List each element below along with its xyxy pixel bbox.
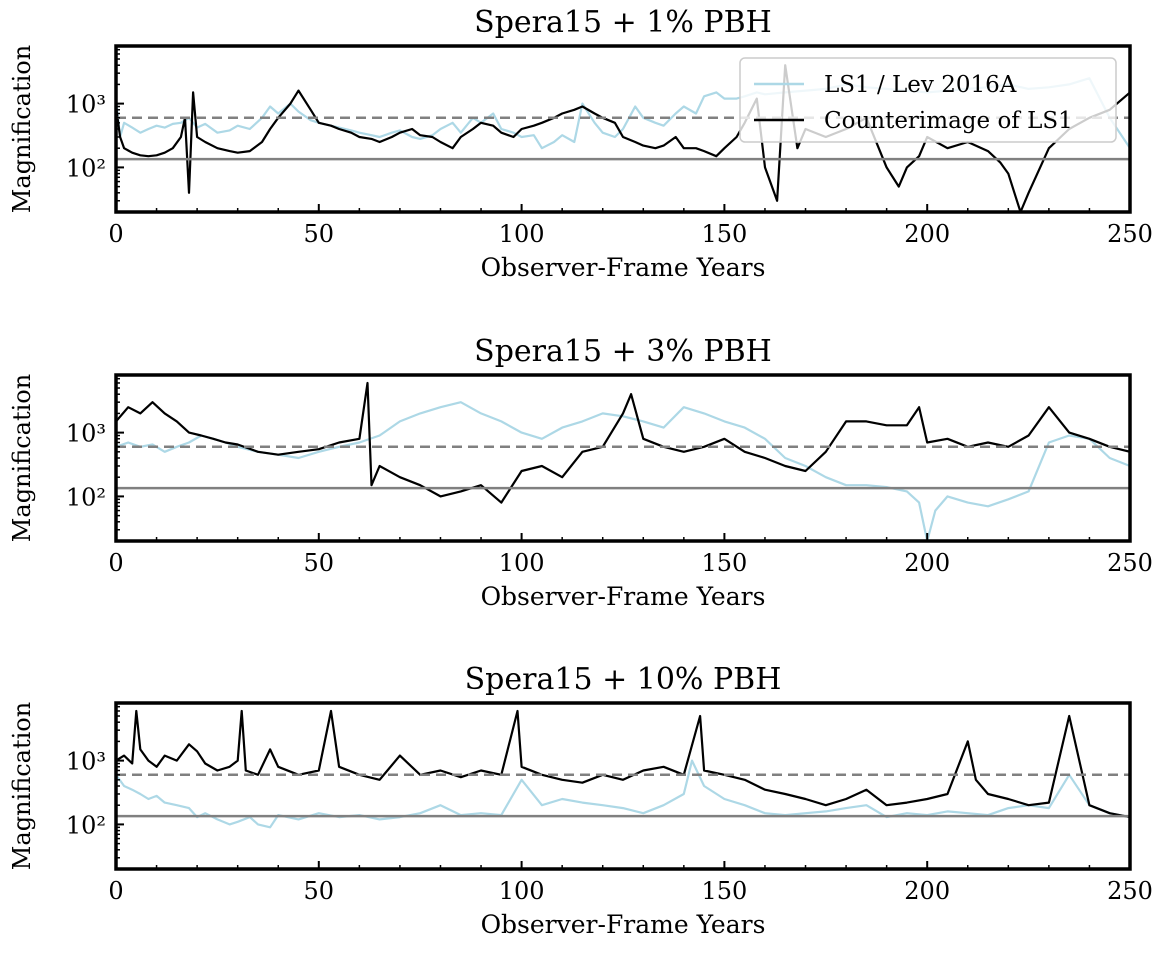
plot-area: [116, 381, 1130, 541]
x-tick-label: 200: [904, 220, 950, 248]
x-axis: 0 50 100 150 200 250: [108, 861, 1153, 905]
x-tick-label: 0: [108, 220, 123, 248]
x-tick-label: 250: [1107, 220, 1153, 248]
plot-area: [116, 709, 1130, 829]
series-counterimage-line: [116, 381, 1130, 504]
x-tick-label: 150: [701, 549, 747, 577]
panel-1: 0 50 100 150 200 250 10² 10³ Spera15 + 1% PBH Obs…: [8, 5, 1153, 282]
legend-entry: LS1 / Lev 2016A: [824, 72, 1017, 98]
x-axis: 0 50 100 150 200 250: [108, 533, 1153, 577]
panel-3: 0 50 100 150 200 250 10² 10³ Spera15 + 10% PBH Ob…: [8, 662, 1153, 939]
y-axis-label: Magnification: [8, 702, 36, 870]
legend-entry: Counterimage of LS1: [824, 108, 1073, 134]
x-tick-label: 250: [1107, 877, 1153, 905]
series-ls1-line: [116, 401, 1130, 541]
y-axis: 10² 10³: [66, 48, 124, 213]
x-tick-label: 0: [108, 877, 123, 905]
y-axis: 10² 10³: [66, 705, 124, 870]
x-axis-label: Observer-Frame Years: [481, 253, 766, 282]
x-tick-label: 50: [304, 549, 335, 577]
y-tick-label: 10²: [66, 811, 106, 839]
x-tick-label: 50: [304, 877, 335, 905]
y-axis-label: Magnification: [8, 45, 36, 213]
chart-title: Spera15 + 10% PBH: [465, 662, 782, 697]
x-tick-label: 200: [904, 549, 950, 577]
y-axis: 10² 10³: [66, 377, 124, 542]
x-tick-label: 150: [701, 220, 747, 248]
y-tick-label: 10²: [66, 154, 106, 182]
x-tick-label: 100: [499, 549, 545, 577]
series-counterimage-line: [116, 64, 1130, 212]
x-tick-label: 100: [499, 220, 545, 248]
axes-frame: [114, 701, 1132, 871]
y-tick-label: 10³: [66, 748, 106, 776]
x-tick-label: 50: [304, 220, 335, 248]
y-tick-label: 10²: [66, 483, 106, 511]
x-tick-label: 200: [904, 877, 950, 905]
panel-2: 0 50 100 150 200 250 10² 10³ Spera15 + 3% PBH Obs…: [8, 334, 1153, 611]
series-counterimage-line: [116, 709, 1130, 819]
y-tick-label: 10³: [66, 420, 106, 448]
x-tick-label: 250: [1107, 549, 1153, 577]
legend: LS1 / Lev 2016A Counterimage of LS1: [739, 57, 1117, 143]
x-axis: 0 50 100 150 200 250: [108, 204, 1153, 248]
legend-box: [739, 57, 1117, 143]
y-tick-label: 10³: [66, 91, 106, 119]
x-tick-label: 150: [701, 877, 747, 905]
x-axis-label: Observer-Frame Years: [481, 910, 766, 939]
y-axis-label: Magnification: [8, 374, 36, 542]
x-tick-label: 0: [108, 549, 123, 577]
x-axis-label: Observer-Frame Years: [481, 582, 766, 611]
x-tick-label: 100: [499, 877, 545, 905]
chart-title: Spera15 + 3% PBH: [474, 334, 772, 369]
axes-frame: [114, 373, 1132, 543]
chart-title: Spera15 + 1% PBH: [474, 5, 772, 40]
